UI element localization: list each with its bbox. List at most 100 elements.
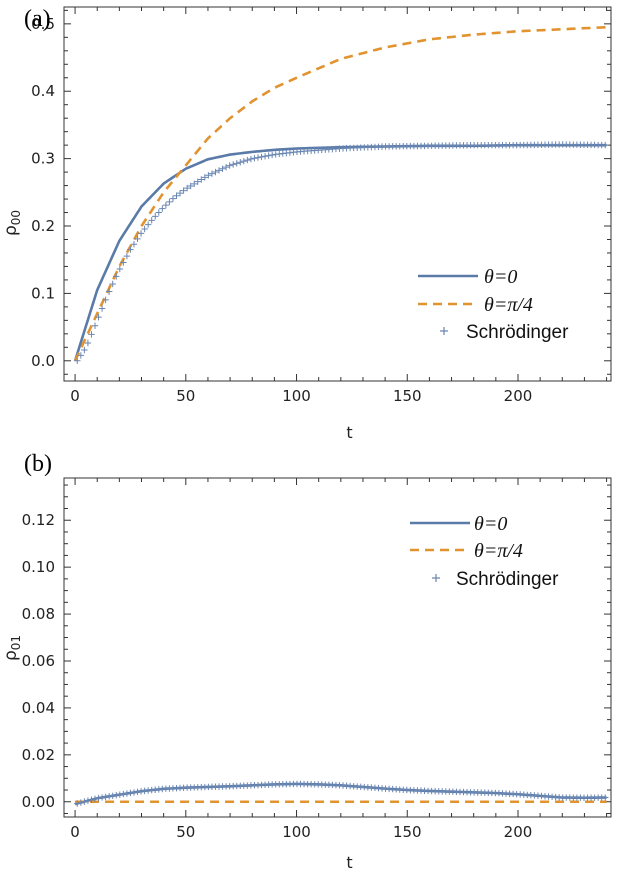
- y-tick-label: 0.10: [22, 558, 55, 576]
- data-point: [109, 280, 116, 288]
- data-point: [229, 161, 237, 168]
- data-point: [98, 794, 106, 801]
- data-point: [88, 796, 95, 803]
- data-point: [120, 259, 127, 266]
- y-axis-title: ρ00: [1, 210, 23, 236]
- data-point: [226, 162, 233, 169]
- data-point: [173, 192, 180, 199]
- data-point: [261, 153, 269, 160]
- data-point: [237, 159, 244, 166]
- data-point: [268, 151, 276, 159]
- data-point: [74, 800, 81, 807]
- data-point: [113, 273, 120, 280]
- data-point: [602, 141, 609, 149]
- chart-panel-b: 0 50 100 150 200 0.00 0.02 0.04 0.06 0.08 0.10 0.12…: [1, 451, 612, 872]
- data-point: [91, 795, 99, 803]
- y-tick-label: 0.04: [22, 699, 55, 717]
- legend-label-schrodinger: Schrödinger: [466, 322, 569, 343]
- data-point: [233, 160, 240, 167]
- data-point: [194, 178, 201, 185]
- data-point: [127, 789, 134, 797]
- data-point: [240, 157, 248, 165]
- x-tick-label: 100: [282, 823, 311, 841]
- data-point: [247, 155, 255, 163]
- data-point: [251, 155, 258, 162]
- legend: θ=0 θ=π/4 Schrödinger: [418, 266, 569, 343]
- data-point: [91, 322, 99, 329]
- y-tick-label: 0.5: [31, 15, 55, 33]
- data-point: [180, 187, 187, 194]
- data-point: [215, 167, 223, 174]
- series-schrodinger: [74, 141, 609, 364]
- data-point: [109, 792, 116, 799]
- data-point: [127, 246, 134, 253]
- data-point: [120, 790, 127, 798]
- data-point: [102, 793, 109, 801]
- y-tick-label: 0.06: [22, 652, 55, 670]
- plot-frame: [63, 6, 612, 382]
- data-point: [84, 797, 92, 804]
- x-tick-label: 150: [393, 823, 422, 841]
- legend-label-schrodinger: Schrödinger: [456, 569, 559, 590]
- x-tick-label: 0: [70, 387, 80, 405]
- data-point: [155, 209, 162, 216]
- data-point: [98, 305, 106, 312]
- legend: θ=0 θ=π/4 Schrödinger: [410, 513, 559, 590]
- data-point: [144, 221, 152, 228]
- data-point: [134, 788, 141, 796]
- data-point: [130, 241, 138, 248]
- legend-label-theta-0: θ=0: [474, 513, 507, 535]
- y-axis-title: ρ01: [1, 635, 23, 661]
- data-point: [166, 198, 173, 206]
- data-point: [265, 152, 272, 159]
- data-point: [84, 339, 92, 347]
- y-tick-label: 0.00: [22, 793, 55, 811]
- data-point: [123, 252, 131, 260]
- y-tick-label: 0.12: [22, 511, 55, 529]
- data-point: [219, 165, 226, 172]
- plot-frame: [63, 477, 612, 818]
- y-tick-label: 0.0: [31, 352, 55, 370]
- y-tick-label: 0.1: [31, 284, 55, 302]
- data-point: [116, 791, 124, 798]
- data-point: [81, 346, 88, 354]
- y-tick-label: 0.08: [22, 605, 55, 623]
- legend-label-theta-pi-4: θ=π/4: [484, 294, 533, 316]
- data-point: [95, 313, 102, 321]
- y-tick-label: 0.4: [31, 82, 55, 100]
- data-point: [162, 201, 170, 209]
- data-point: [81, 798, 88, 805]
- data-point: [244, 156, 251, 164]
- x-tick-label: 50: [176, 823, 195, 841]
- series-schrodinger: [74, 780, 609, 807]
- data-point: [113, 792, 120, 799]
- data-point: [205, 172, 212, 179]
- data-point: [159, 205, 166, 212]
- data-point: [212, 168, 219, 176]
- data-point: [198, 176, 205, 183]
- x-tick-label: 200: [504, 823, 533, 841]
- x-tick-label: 150: [393, 387, 422, 405]
- legend-swatch-schrodinger: [440, 327, 448, 335]
- data-point: [208, 170, 216, 177]
- legend-label-theta-pi-4: θ=π/4: [474, 540, 523, 562]
- data-point: [88, 331, 95, 338]
- data-point: [169, 195, 177, 202]
- data-point: [102, 296, 109, 304]
- y-tick-label: 0.3: [31, 150, 55, 168]
- data-point: [602, 794, 609, 801]
- data-point: [183, 184, 191, 192]
- data-point: [116, 265, 124, 273]
- legend-label-theta-0: θ=0: [484, 266, 517, 288]
- data-point: [258, 153, 265, 161]
- panel-label: (a): [24, 6, 51, 32]
- data-point: [105, 288, 113, 295]
- plot-area: [73, 25, 609, 364]
- legend-swatch-schrodinger: [432, 574, 440, 582]
- data-point: [176, 189, 184, 197]
- y-axis-title-subscript: 00: [9, 210, 23, 225]
- data-point: [95, 794, 102, 802]
- data-point: [191, 180, 198, 188]
- x-tick-label: 50: [176, 387, 195, 405]
